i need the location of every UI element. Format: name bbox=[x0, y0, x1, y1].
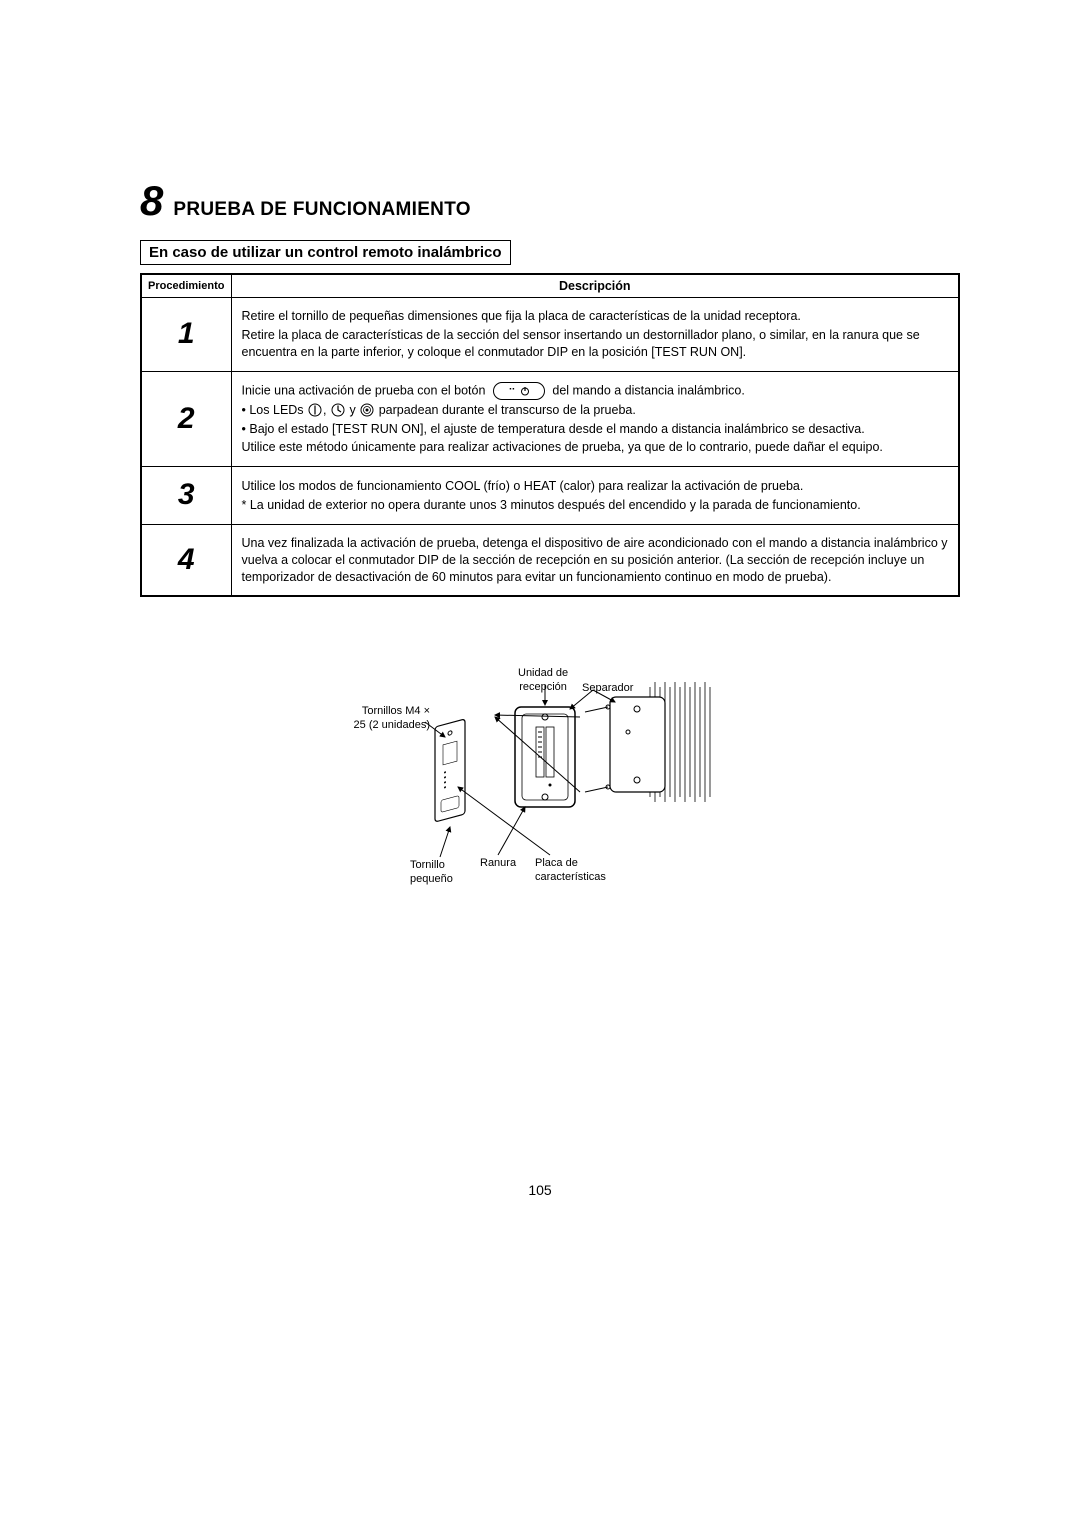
label-text: Tornillos M4 × 25 (2 unidades) bbox=[354, 705, 430, 730]
power-icon bbox=[520, 386, 530, 396]
text-fragment: Los LEDs bbox=[249, 403, 303, 417]
label-text: Placa de características bbox=[535, 857, 606, 882]
step-number: 3 bbox=[141, 467, 231, 525]
header-description: Descripción bbox=[231, 274, 959, 298]
text-fragment: parpadean durante el transcurso de la pr… bbox=[379, 403, 636, 417]
led-icon-3 bbox=[360, 403, 374, 417]
diagram: Unidad de recepción Separador Tornillos … bbox=[140, 667, 960, 907]
desc-text: Inicie una activación de prueba con el b… bbox=[242, 382, 949, 400]
desc-text: Retire la placa de características de la… bbox=[242, 327, 949, 361]
dots-icon: ⠒ bbox=[508, 384, 515, 398]
label-text: Tornillo pequeño bbox=[410, 859, 453, 884]
text-fragment: del mando a distancia inalámbrico. bbox=[552, 383, 744, 397]
header-procedure: Procedimiento bbox=[141, 274, 231, 298]
desc-text: Utilice los modos de funcionamiento COOL… bbox=[242, 478, 949, 495]
led-icon-2 bbox=[331, 403, 345, 417]
desc-bullet: Los LEDs , y parpadean durante el transc… bbox=[242, 402, 949, 419]
step-description: Una vez finalizada la activación de prue… bbox=[231, 524, 959, 596]
diagram-label-slot: Ranura bbox=[480, 857, 516, 870]
section-header: 8 PRUEBA DE FUNCIONAMIENTO bbox=[140, 180, 960, 222]
step-number: 4 bbox=[141, 524, 231, 596]
diagram-inner: Unidad de recepción Separador Tornillos … bbox=[350, 667, 750, 907]
subsection-title: En caso de utilizar un control remoto in… bbox=[140, 240, 511, 265]
step-number: 1 bbox=[141, 298, 231, 372]
step-description: Utilice los modos de funcionamiento COOL… bbox=[231, 467, 959, 525]
table-row: 4 Una vez finalizada la activación de pr… bbox=[141, 524, 959, 596]
page-number: 105 bbox=[528, 1182, 551, 1198]
label-text: Unidad de recepción bbox=[518, 667, 568, 692]
led-icon-1 bbox=[308, 403, 322, 417]
table-row: 1 Retire el tornillo de pequeñas dimensi… bbox=[141, 298, 959, 372]
table-header-row: Procedimiento Descripción bbox=[141, 274, 959, 298]
desc-text: Utilice este método únicamente para real… bbox=[242, 439, 949, 456]
desc-bullet: Bajo el estado [TEST RUN ON], el ajuste … bbox=[242, 421, 949, 438]
procedure-table: Procedimiento Descripción 1 Retire el to… bbox=[140, 273, 960, 597]
diagram-label-small-screw: Tornillo pequeño bbox=[410, 859, 453, 885]
power-button-icon: ⠒ bbox=[493, 382, 545, 400]
step-description: Retire el tornillo de pequeñas dimension… bbox=[231, 298, 959, 372]
diagram-label-nameplate: Placa de características bbox=[535, 857, 606, 883]
text-fragment: y bbox=[349, 403, 355, 417]
desc-text: Una vez finalizada la activación de prue… bbox=[242, 535, 949, 586]
table-row: 3 Utilice los modos de funcionamiento CO… bbox=[141, 467, 959, 525]
section-title: PRUEBA DE FUNCIONAMIENTO bbox=[173, 199, 471, 221]
section-number: 8 bbox=[140, 180, 163, 222]
diagram-label-unit: Unidad de recepción bbox=[518, 667, 568, 693]
diagram-label-separator: Separador bbox=[582, 682, 633, 695]
step-description: Inicie una activación de prueba con el b… bbox=[231, 371, 959, 467]
desc-text: Retire el tornillo de pequeñas dimension… bbox=[242, 308, 949, 325]
comma: , bbox=[323, 403, 330, 417]
text-fragment: Inicie una activación de prueba con el b… bbox=[242, 383, 486, 397]
table-row: 2 Inicie una activación de prueba con el… bbox=[141, 371, 959, 467]
desc-text: * La unidad de exterior no opera durante… bbox=[242, 497, 949, 514]
diagram-label-screws: Tornillos M4 × 25 (2 unidades) bbox=[345, 705, 430, 731]
step-number: 2 bbox=[141, 371, 231, 467]
